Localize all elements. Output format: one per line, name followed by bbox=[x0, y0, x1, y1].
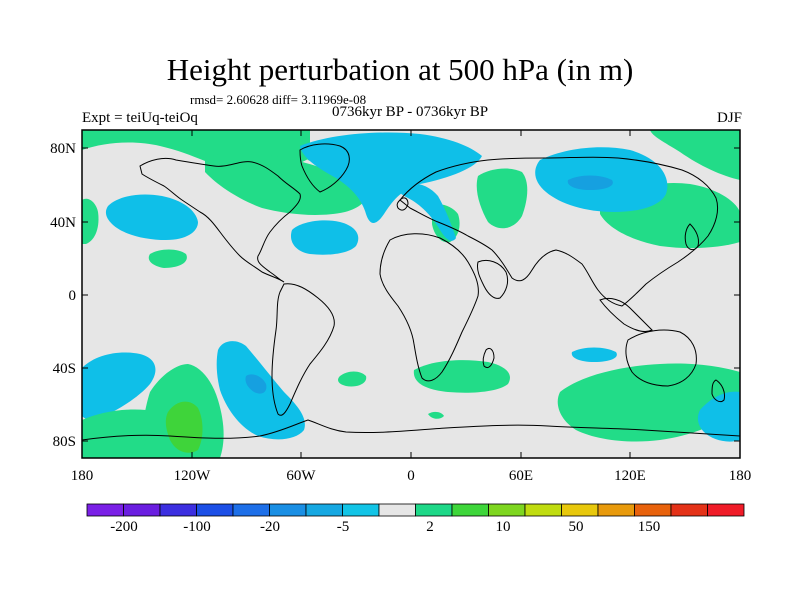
contour-blue-europe bbox=[398, 183, 456, 241]
y-tick-label: 40S bbox=[53, 361, 76, 377]
contour-green-south-pacific-core bbox=[165, 401, 203, 453]
colorbar-box bbox=[670, 503, 708, 517]
contour-blue-north-pacific bbox=[105, 194, 198, 240]
colorbar-box bbox=[451, 503, 489, 517]
contour-green-central-asia bbox=[476, 168, 528, 229]
coast-australia bbox=[625, 329, 697, 387]
coast-uk bbox=[396, 197, 409, 211]
stats-label: rmsd= 2.60628 diff= 3.11969e-08 bbox=[190, 92, 367, 107]
contour-green-north-america bbox=[205, 152, 367, 215]
coast-japan bbox=[684, 223, 699, 251]
colorbar-labels: -200 -100 -20 -5 2 10 50 150 bbox=[110, 519, 660, 535]
colorbar-label: -20 bbox=[260, 519, 280, 535]
colorbar-box bbox=[342, 503, 380, 517]
colorbar-box bbox=[86, 503, 124, 517]
contour-blue-south-pacific-core bbox=[245, 374, 267, 394]
colorbar-box bbox=[378, 503, 416, 517]
contour-green-arctic-east bbox=[650, 130, 740, 180]
colorbar-box bbox=[415, 503, 453, 517]
contour-blue-southern-ocean-east bbox=[697, 391, 740, 442]
contour-green-south-atlantic-small bbox=[338, 371, 367, 387]
y-tick-label: 80S bbox=[53, 434, 76, 450]
coast-eurasia bbox=[399, 156, 719, 307]
x-tick-label: 180 bbox=[71, 468, 94, 484]
contour-green-south-africa bbox=[413, 360, 510, 393]
colorbar-box bbox=[305, 503, 343, 517]
colorbar-label: -5 bbox=[337, 519, 350, 535]
x-tick-label: 180 bbox=[729, 468, 752, 484]
y-axis-labels: 80N 40N 0 40S 80S bbox=[50, 141, 76, 450]
coast-south-america bbox=[271, 283, 335, 416]
tick-marks bbox=[82, 130, 740, 458]
x-axis-labels: 180 120W 60W 0 60E 120E 180 bbox=[71, 468, 752, 484]
coastlines bbox=[82, 143, 740, 441]
colorbar-boxes bbox=[86, 503, 745, 517]
colorbar-label: 2 bbox=[426, 519, 434, 535]
coast-north-america bbox=[139, 157, 301, 283]
colorbar-box bbox=[269, 503, 307, 517]
coast-arabia-india bbox=[477, 259, 509, 299]
colorbar-box bbox=[597, 503, 635, 517]
season-label: DJF bbox=[716, 110, 742, 126]
period-label: 0736kyr BP - 0736kyr BP bbox=[331, 104, 489, 120]
coast-antarctica bbox=[82, 419, 740, 441]
x-tick-label: 120W bbox=[174, 468, 212, 484]
colorbar-box bbox=[524, 503, 562, 517]
y-tick-label: 80N bbox=[50, 141, 76, 157]
contour-green-southern-ocean-west bbox=[82, 409, 148, 458]
contour-green-west-pacific bbox=[82, 198, 99, 244]
colorbar-label: -200 bbox=[110, 519, 138, 535]
contour-green-pacific-small bbox=[148, 249, 187, 268]
x-tick-label: 60W bbox=[286, 468, 316, 484]
contour-blue-south-pacific-west bbox=[82, 352, 156, 421]
experiment-label: Expt = teiUq-teiOq bbox=[82, 110, 198, 126]
colorbar-box bbox=[634, 503, 672, 517]
coast-greenland bbox=[299, 143, 350, 193]
x-tick-label: 60E bbox=[509, 468, 533, 484]
contour-green-atlantic-small bbox=[428, 411, 444, 419]
x-tick-label: 0 bbox=[407, 468, 415, 484]
plot-title: Height perturbation at 500 hPa (in m) bbox=[166, 52, 634, 87]
colorbar-label: -100 bbox=[183, 519, 211, 535]
map-panel: 80N 40N 0 40S 80S 180 120W 60W 0 60E 120… bbox=[50, 129, 752, 484]
coast-southeast-asia bbox=[599, 297, 653, 333]
colorbar-box bbox=[707, 503, 745, 517]
colorbar-box bbox=[561, 503, 599, 517]
contour-green-indian-ocean bbox=[557, 363, 740, 442]
colorbar-label: 10 bbox=[496, 519, 511, 535]
contour-blue-siberia-core bbox=[567, 175, 613, 190]
x-tick-label: 120E bbox=[614, 468, 646, 484]
coast-africa bbox=[379, 233, 479, 382]
colorbar: -200 -100 -20 -5 2 10 50 150 bbox=[86, 503, 745, 535]
y-tick-label: 0 bbox=[69, 288, 77, 304]
contour-blue-indian-ocean bbox=[571, 347, 617, 362]
colorbar-label: 150 bbox=[638, 519, 661, 535]
coast-madagascar bbox=[482, 347, 495, 369]
colorbar-box bbox=[232, 503, 270, 517]
colorbar-label: 50 bbox=[569, 519, 584, 535]
coast-new-zealand bbox=[711, 379, 725, 403]
contour-blue-arctic bbox=[300, 132, 482, 223]
colorbar-box bbox=[196, 503, 234, 517]
colorbar-box bbox=[123, 503, 161, 517]
contour-blue-north-atlantic bbox=[290, 220, 359, 255]
colorbar-box bbox=[488, 503, 526, 517]
y-tick-label: 40N bbox=[50, 215, 76, 231]
colorbar-box bbox=[159, 503, 197, 517]
